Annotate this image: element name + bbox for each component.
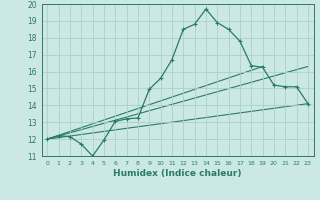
X-axis label: Humidex (Indice chaleur): Humidex (Indice chaleur) bbox=[113, 169, 242, 178]
